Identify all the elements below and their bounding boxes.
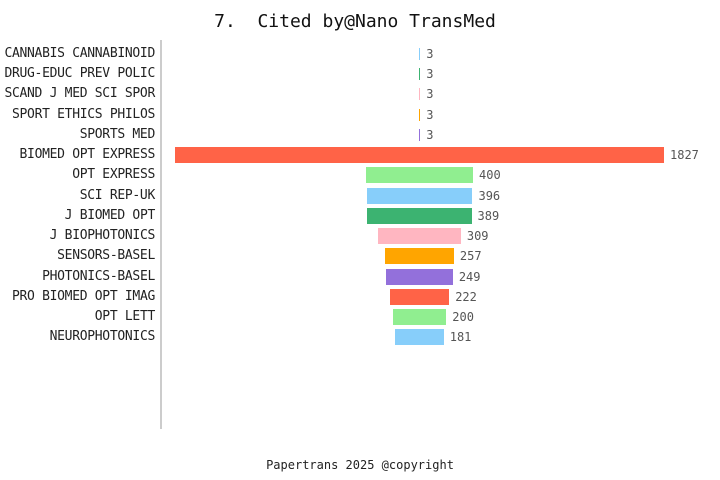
category-label: J BIOPHOTONICS: [49, 228, 156, 244]
value-label: 3: [426, 127, 434, 142]
y-axis-line: [160, 40, 162, 429]
category-label: SPORT ETHICS PHILOS: [11, 106, 155, 122]
bar: [418, 128, 421, 141]
value-label: 309: [466, 229, 489, 244]
category-label: OPT EXPRESS: [72, 167, 155, 183]
copyright-text: Papertrans 2025 @copyright: [266, 458, 454, 472]
category-label: PHOTONICS-BASEL: [42, 268, 155, 284]
bar: [175, 147, 664, 164]
category-label: CANNABIS CANNABINOID: [4, 45, 155, 61]
value-label: 3: [426, 87, 434, 102]
chart-title: 7. Cited by@Nano TransMed: [214, 11, 496, 32]
value-label: 389: [477, 208, 500, 223]
bar: [418, 47, 421, 60]
bar: [365, 167, 474, 184]
bar: [385, 248, 454, 265]
bar: [367, 207, 472, 224]
category-label: BIOMED OPT EXPRESS: [19, 147, 156, 163]
value-label: 222: [455, 289, 477, 304]
bar: [366, 187, 473, 204]
bar: [378, 228, 461, 245]
value-label: 181: [449, 330, 472, 345]
bar: [418, 108, 421, 121]
value-label: 1827: [670, 148, 699, 163]
value-label: 3: [426, 46, 434, 61]
category-label: DRUG-EDUC PREV POLIC: [4, 66, 155, 82]
category-label: J BIOMED OPT: [64, 207, 156, 223]
category-label: PRO BIOMED OPT IMAG: [11, 288, 155, 304]
value-label: 400: [479, 168, 501, 183]
value-label: 3: [426, 67, 434, 82]
category-label: SCAND J MED SCI SPOR: [4, 86, 155, 102]
bar: [386, 268, 453, 285]
category-label: SCI REP-UK: [79, 187, 156, 203]
value-label: 396: [478, 188, 501, 203]
bar: [389, 288, 450, 305]
category-label: SENSORS-BASEL: [57, 248, 155, 264]
category-label: OPT LETT: [94, 309, 156, 325]
value-label: 200: [452, 310, 474, 325]
bar: [392, 309, 447, 326]
value-label: 3: [426, 107, 434, 122]
bar: [395, 329, 444, 346]
value-label: 257: [459, 249, 482, 264]
category-label: SPORTS MED: [79, 126, 156, 142]
bar: [418, 68, 421, 81]
value-label: 249: [458, 269, 481, 284]
bar: [418, 88, 421, 101]
category-label: NEUROPHOTONICS: [49, 329, 156, 345]
